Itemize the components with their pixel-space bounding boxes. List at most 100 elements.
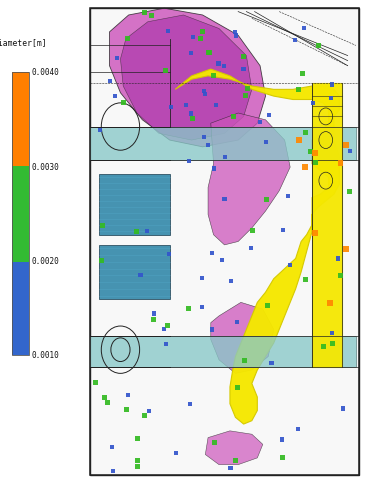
- Point: [250, 226, 256, 234]
- Point: [202, 90, 208, 98]
- Point: [134, 228, 139, 236]
- Point: [109, 443, 115, 451]
- Point: [188, 400, 193, 408]
- Point: [343, 141, 349, 149]
- Point: [230, 113, 236, 121]
- Point: [295, 425, 301, 433]
- Point: [228, 277, 234, 284]
- Point: [201, 87, 207, 95]
- Point: [312, 149, 318, 157]
- Point: [190, 33, 196, 41]
- Point: [343, 245, 349, 253]
- Point: [232, 28, 238, 36]
- Point: [168, 103, 174, 111]
- Point: [120, 99, 126, 106]
- Point: [92, 379, 98, 387]
- Point: [112, 92, 118, 100]
- Point: [222, 195, 227, 203]
- Point: [241, 65, 246, 72]
- Point: [211, 72, 216, 80]
- Bar: [90, 336, 356, 367]
- Point: [287, 261, 293, 269]
- Point: [105, 399, 111, 407]
- Point: [199, 303, 204, 311]
- Point: [301, 24, 307, 31]
- Point: [134, 435, 140, 442]
- Point: [335, 255, 341, 262]
- Point: [212, 438, 218, 446]
- Point: [216, 59, 222, 67]
- Polygon shape: [175, 69, 339, 424]
- Text: 0.0010: 0.0010: [32, 351, 59, 360]
- Point: [209, 326, 215, 333]
- Polygon shape: [110, 8, 266, 147]
- Point: [135, 456, 141, 464]
- Point: [142, 412, 148, 420]
- Point: [102, 394, 108, 401]
- Point: [142, 9, 147, 17]
- Point: [125, 35, 131, 43]
- Text: 0.0020: 0.0020: [32, 257, 59, 266]
- Point: [114, 55, 120, 62]
- Point: [320, 342, 326, 350]
- Point: [312, 158, 318, 166]
- Point: [310, 99, 316, 107]
- Point: [110, 467, 116, 475]
- Point: [206, 49, 212, 57]
- Point: [328, 94, 334, 101]
- Point: [222, 154, 228, 161]
- Point: [205, 48, 211, 56]
- Point: [241, 356, 247, 364]
- Point: [329, 81, 335, 88]
- Point: [303, 128, 308, 136]
- Point: [338, 159, 343, 167]
- Point: [245, 85, 251, 93]
- Point: [107, 77, 113, 85]
- Bar: [99, 174, 170, 235]
- Point: [161, 326, 166, 333]
- Bar: [12, 72, 29, 355]
- Point: [264, 196, 269, 204]
- Point: [165, 27, 171, 35]
- Point: [99, 256, 105, 264]
- Point: [100, 222, 105, 229]
- Point: [338, 271, 343, 279]
- Point: [97, 127, 103, 134]
- Point: [185, 305, 191, 313]
- Bar: [99, 245, 170, 299]
- Point: [213, 101, 219, 109]
- Text: 0.0040: 0.0040: [32, 68, 59, 77]
- Point: [188, 49, 194, 57]
- Point: [296, 136, 302, 144]
- Point: [329, 329, 335, 337]
- Point: [149, 11, 155, 19]
- Bar: [12, 166, 29, 262]
- Point: [303, 275, 308, 283]
- Point: [269, 359, 274, 367]
- Point: [266, 111, 272, 119]
- Point: [189, 115, 195, 123]
- Point: [201, 133, 207, 141]
- Bar: [12, 262, 29, 355]
- Point: [151, 315, 157, 323]
- Point: [144, 227, 150, 235]
- Point: [280, 227, 286, 234]
- Point: [242, 92, 248, 99]
- Point: [292, 36, 298, 43]
- Point: [211, 165, 217, 172]
- Point: [329, 340, 335, 348]
- Point: [327, 299, 333, 307]
- Point: [163, 341, 169, 348]
- Point: [221, 62, 227, 70]
- Point: [186, 157, 192, 165]
- Point: [241, 53, 247, 61]
- Point: [300, 69, 306, 77]
- Point: [234, 318, 240, 326]
- Polygon shape: [205, 431, 263, 465]
- Point: [302, 163, 308, 171]
- Point: [308, 147, 314, 155]
- Text: 0.0030: 0.0030: [32, 163, 59, 172]
- Point: [138, 271, 143, 279]
- Bar: [312, 83, 342, 367]
- Point: [135, 463, 141, 470]
